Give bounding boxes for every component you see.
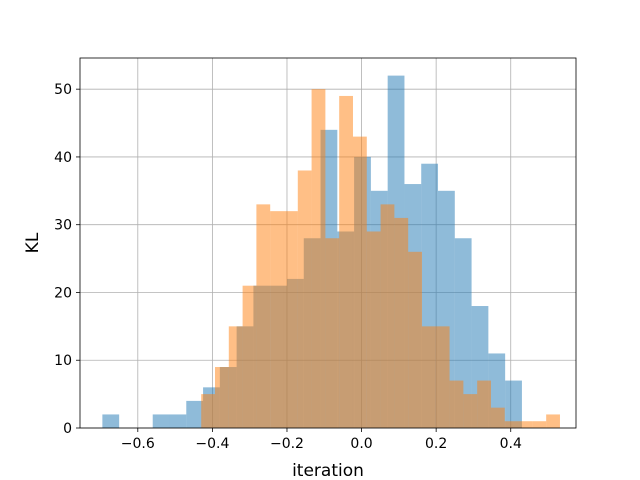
histogram-bar <box>186 400 204 428</box>
histogram-bar <box>325 238 340 428</box>
histogram-bar <box>215 367 229 428</box>
histogram-bar <box>169 414 187 428</box>
histogram-bar <box>490 407 505 428</box>
histogram-bar <box>102 414 120 428</box>
histogram-bar <box>546 414 560 428</box>
y-axis-label: KL <box>23 232 43 253</box>
y-tick-label: 0 <box>63 421 72 437</box>
histogram-bar <box>380 204 395 428</box>
histogram-bar <box>435 326 450 428</box>
x-axis-label: iteration <box>292 461 364 480</box>
x-tick-label: 0.0 <box>350 436 372 452</box>
histogram-bar <box>504 421 519 428</box>
x-tick-label: −0.2 <box>270 436 304 452</box>
x-tick-label: −0.4 <box>195 436 229 452</box>
histogram-bar <box>201 394 216 428</box>
histogram-bar <box>352 136 367 428</box>
histogram-bar <box>228 326 243 428</box>
histogram-bar <box>256 204 271 428</box>
histogram-bar <box>421 326 436 428</box>
y-tick-label: 50 <box>54 82 72 98</box>
histogram-bar <box>311 89 326 429</box>
histogram-bar <box>283 211 298 428</box>
histogram-bar <box>270 211 284 428</box>
histogram-bar <box>454 238 472 428</box>
y-tick-label: 20 <box>54 285 72 301</box>
histogram-bar <box>152 414 170 428</box>
histogram-bar <box>518 421 533 428</box>
histogram-bar <box>449 380 464 428</box>
y-tick-label: 30 <box>54 218 72 234</box>
histogram-bar <box>532 421 547 428</box>
x-tick-label: 0.4 <box>500 436 522 452</box>
histogram-bar <box>505 380 522 428</box>
histogram-series-2 <box>201 89 560 429</box>
y-tick-label: 40 <box>54 150 72 166</box>
x-axis-ticks: −0.6 −0.4 −0.2 0.0 0.2 0.4 <box>121 428 522 452</box>
histogram-bar <box>366 231 381 428</box>
histogram-bar <box>408 251 422 428</box>
histogram-bar <box>477 380 491 428</box>
y-axis-ticks: 0 10 20 30 40 50 <box>54 82 80 437</box>
x-tick-label: 0.2 <box>425 436 447 452</box>
histogram-bar <box>463 394 478 428</box>
histogram-bar <box>242 285 257 428</box>
histogram-bars <box>102 75 560 429</box>
histogram-bar <box>394 217 409 428</box>
histogram-bar <box>297 170 312 428</box>
y-tick-label: 10 <box>54 353 72 369</box>
x-tick-label: −0.6 <box>121 436 155 452</box>
plot-frame <box>79 57 577 429</box>
histogram-bar <box>339 95 353 428</box>
